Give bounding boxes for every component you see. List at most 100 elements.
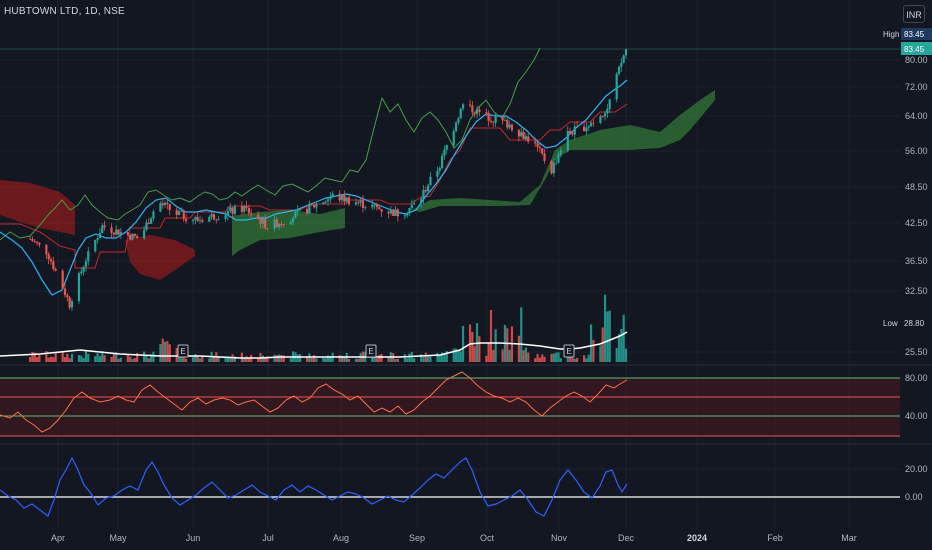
candle-body [552,162,555,174]
volume-bar [282,355,285,362]
volume-bar [543,356,546,362]
candle-body [543,153,546,161]
candle-body [180,210,183,212]
candle-body [440,155,444,168]
svg-text:72.00: 72.00 [905,82,928,92]
volume-bar [576,358,579,362]
candle-body [28,238,32,240]
candle-body [454,122,458,131]
candle-body [224,215,227,219]
candle-body [245,206,248,208]
earnings-marker[interactable]: E [563,344,575,358]
volume-bar [103,355,106,362]
candle-body [494,116,497,123]
volume-bars [28,294,628,362]
candle-body [599,116,602,123]
volume-bar [245,356,248,362]
candle-body [217,218,220,220]
volume-bar [492,350,495,362]
candle-body [373,204,376,206]
candle-body [347,197,351,205]
candle-body [103,225,106,228]
candle-body [194,217,197,220]
volume-bar [191,357,195,362]
volume-bar [620,328,623,362]
volume-bar [387,357,390,362]
volume-bar [373,354,376,362]
price-axis[interactable]: 80.00 72.00 64.00 56.00 48.50 42.50 36.5… [905,55,928,502]
candle-body [94,239,97,252]
svg-text:83.45: 83.45 [904,45,925,54]
volume-bar [308,353,311,362]
svg-text:Nov: Nov [551,533,568,543]
candle-body [119,232,122,235]
candle-body [61,270,64,289]
candle-body [410,204,413,209]
volume-bar [624,348,628,362]
candle-body [427,185,430,192]
volume-bar [601,327,604,362]
svg-text:48.50: 48.50 [905,182,928,192]
candle-body [63,288,67,296]
candle-body [587,126,590,128]
candle-body [601,116,604,118]
volume-bar [233,356,237,362]
candle-body [191,219,195,222]
candle-body [261,218,264,224]
candle-body [354,202,358,205]
candle-body [168,204,171,211]
svg-text:Jun: Jun [186,533,201,543]
volume-bar [80,355,83,362]
candle-body [98,233,102,239]
candle-body [147,222,150,224]
volume-bar [198,358,202,362]
candle-body [489,120,493,123]
candle-body [66,295,69,298]
volume-bar [622,314,625,362]
candle-body [96,238,99,240]
volume-bar [471,331,474,362]
svg-text:56.00: 56.00 [905,146,928,156]
candle-body [275,219,278,228]
candle-body [538,146,541,149]
volume-bar [35,357,39,362]
candle-body [159,203,162,212]
candle-body [49,259,53,262]
candle-body [201,220,204,222]
volume-bar [305,356,309,362]
candle-body [606,108,609,114]
volume-bar [194,354,197,362]
volume-bar [524,347,528,362]
candle-body [184,219,188,222]
candle-body [210,214,213,217]
volume-bar [573,358,576,362]
volume-bar [224,357,227,362]
candle-body [471,105,474,113]
candle-body [550,160,553,174]
volume-bar [70,353,74,362]
candle-body [31,238,34,242]
candle-body [524,136,528,140]
volume-bar [49,356,53,362]
earnings-marker[interactable]: E [365,344,377,358]
candle-body [380,209,383,212]
volume-bar [264,357,267,362]
candle-body [52,261,55,269]
volume-bar [243,357,246,362]
volume-bar [520,307,523,362]
currency-button[interactable]: INR [903,5,925,23]
ichimoku-cloud-bear-2 [125,235,195,280]
volume-bar [96,353,99,362]
candle-body [617,66,621,74]
symbol-title[interactable]: HUBTOWN LTD, 1D, NSE [4,6,125,17]
earnings-marker[interactable]: E [177,344,189,358]
svg-text:E: E [368,347,373,356]
volume-bar [603,294,607,362]
volume-bar [585,358,588,362]
volume-bar [54,352,57,362]
volume-bar [201,355,204,362]
time-axis[interactable]: Apr May Jun Jul Aug Sep Oct Nov Dec 2024… [51,533,857,543]
volume-bar [38,355,41,362]
svg-text:High: High [883,30,899,39]
